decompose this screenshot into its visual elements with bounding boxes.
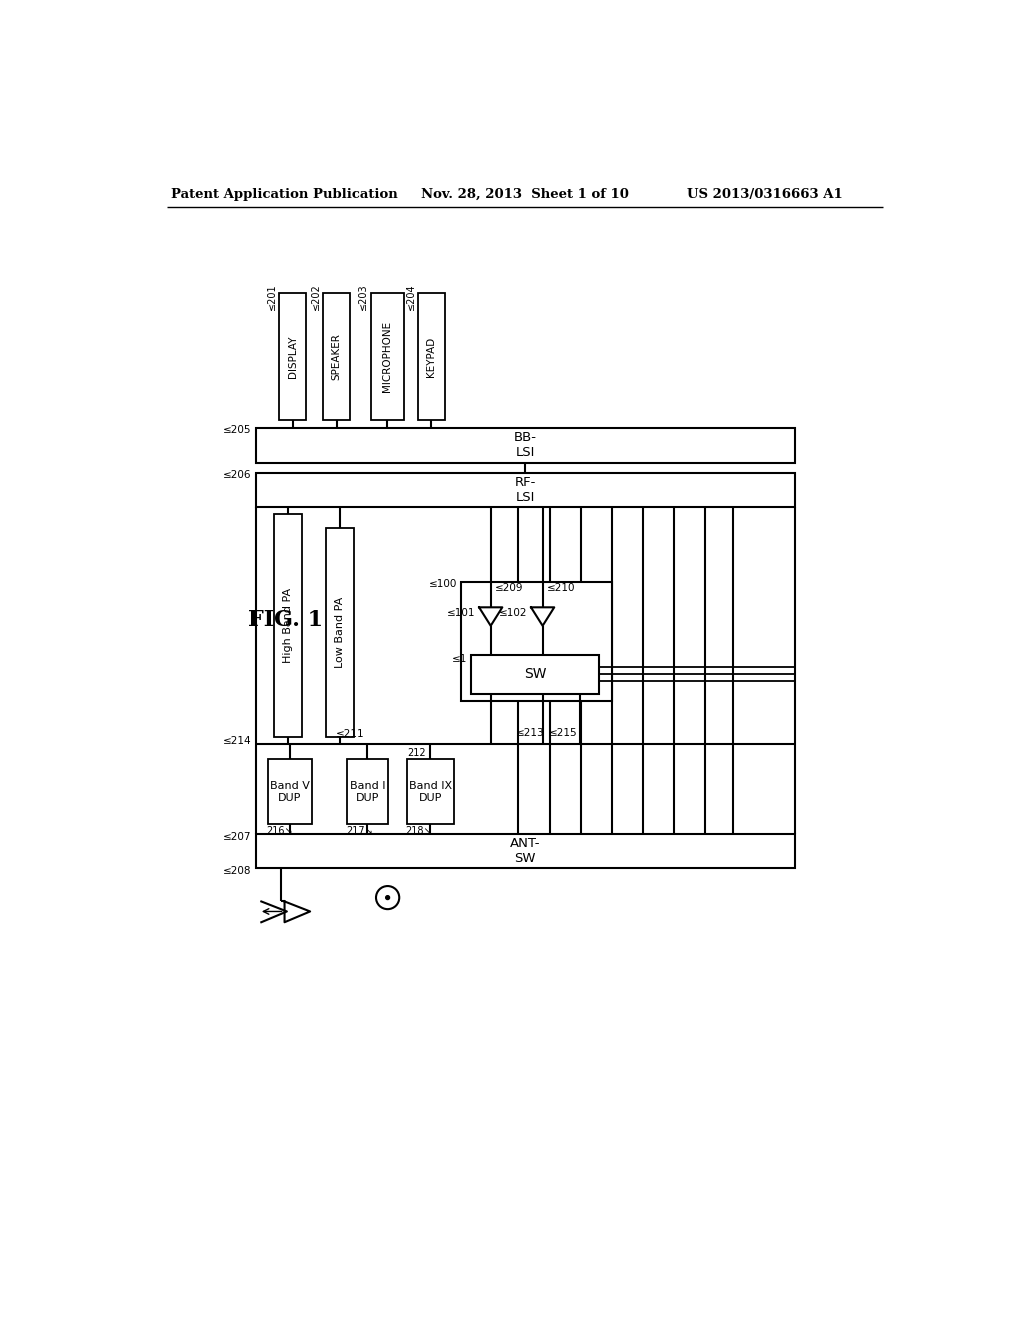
Bar [256,834,795,867]
Text: US 2013/0316663 A1: US 2013/0316663 A1 [687,187,843,201]
Text: High Band PA: High Band PA [283,589,293,664]
Circle shape [386,896,389,899]
Text: Band V
DUP: Band V DUP [270,781,310,803]
Bar [471,655,599,693]
Bar [347,759,388,825]
Bar [267,759,312,825]
Bar [371,293,403,420]
Bar [280,293,306,420]
Text: ≤203: ≤203 [358,284,369,310]
Text: 218↘: 218↘ [406,825,432,836]
Text: Patent Application Publication: Patent Application Publication [171,187,398,201]
Text: Band I
DUP: Band I DUP [350,781,385,803]
Text: ≤201: ≤201 [267,284,276,310]
Text: ≤102: ≤102 [499,607,527,618]
Text: ≤1: ≤1 [452,653,467,664]
Bar [326,528,354,738]
Bar [256,428,795,462]
Text: ≤215: ≤215 [549,727,578,738]
Text: MICROPHONE: MICROPHONE [382,321,392,392]
Bar [407,759,454,825]
Text: ≤204: ≤204 [406,284,416,310]
Text: Nov. 28, 2013  Sheet 1 of 10: Nov. 28, 2013 Sheet 1 of 10 [421,187,629,201]
Text: ANT-
SW: ANT- SW [510,837,541,865]
Text: ≤210: ≤210 [547,583,575,593]
Text: Band IX
DUP: Band IX DUP [409,781,452,803]
Text: RF-
LSI: RF- LSI [514,477,536,504]
Text: KEYPAD: KEYPAD [426,337,436,376]
Text: 216↘: 216↘ [266,825,293,836]
Text: ≤214: ≤214 [222,737,251,746]
Bar [418,293,445,420]
Bar [324,293,350,420]
Text: DISPLAY: DISPLAY [288,335,298,378]
Text: ≤207: ≤207 [223,832,251,842]
Text: ≤209: ≤209 [495,583,523,593]
Text: ≤202: ≤202 [311,284,321,310]
Text: ≤208: ≤208 [223,866,251,876]
Bar [273,515,302,738]
Text: ≤205: ≤205 [223,425,251,436]
Text: SPEAKER: SPEAKER [332,333,342,380]
Text: ≤213: ≤213 [516,727,545,738]
Bar [256,473,795,507]
Text: ≤100: ≤100 [429,579,458,589]
Bar [461,582,612,701]
Text: BB-
LSI: BB- LSI [514,432,537,459]
Text: 212: 212 [408,748,426,758]
Text: ≤211: ≤211 [336,730,365,739]
Text: 217↘: 217↘ [346,825,373,836]
Text: ≤206: ≤206 [223,470,251,480]
Text: ≤101: ≤101 [446,607,475,618]
Text: Low Band PA: Low Band PA [335,597,345,668]
Text: SW: SW [524,668,547,681]
Text: FIG. 1: FIG. 1 [248,610,324,631]
